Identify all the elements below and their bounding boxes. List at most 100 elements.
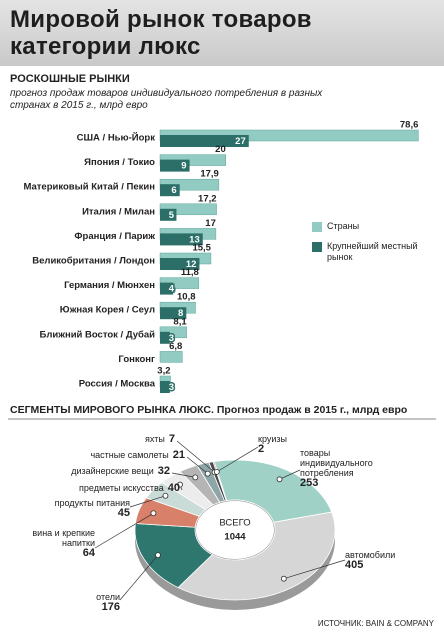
category-label: Италия / Милан	[82, 206, 155, 217]
title-line: Мировой рынок товаров	[10, 6, 312, 33]
bar	[159, 351, 183, 363]
category-label: Гонконг	[118, 354, 155, 365]
slice-label: товары индивидуального потребления 253	[300, 448, 400, 489]
value-label: 15,5	[192, 243, 211, 254]
slice-name: товары индивидуального потребления	[300, 448, 373, 478]
bar	[160, 381, 170, 393]
slice-name: автомобили	[345, 550, 396, 560]
callout-line	[279, 469, 301, 480]
value-label: 78,6	[400, 120, 419, 131]
value-label: 5	[169, 210, 175, 221]
slice-name: яхты	[145, 434, 165, 444]
value-label: 13	[189, 234, 200, 245]
pie-hole	[196, 501, 274, 559]
category-label: Материковый Китай / Пекин	[23, 182, 155, 193]
value-label: 3	[169, 333, 174, 344]
value-label: 6,8	[169, 341, 182, 352]
bar	[160, 258, 200, 270]
callout-line	[94, 512, 154, 549]
callout-dot	[213, 468, 220, 475]
slice-label: дизайнерские вещи 32	[20, 465, 170, 477]
slice-value: 21	[172, 449, 185, 461]
bar	[160, 135, 249, 147]
callout-line	[176, 440, 215, 473]
value-label: 17,9	[200, 169, 219, 180]
category-label: США / Нью-Йорк	[77, 132, 156, 144]
category-label: Япония / Токио	[84, 157, 155, 168]
slice-label: яхты 7	[60, 433, 175, 445]
slice-name: дизайнерские вещи	[71, 466, 154, 476]
slice-label: круизы 2	[258, 434, 318, 455]
slice-label: отели 176	[60, 592, 120, 613]
source: ИСТОЧНИК: BAIN & COMPANY	[317, 619, 434, 628]
bar	[160, 184, 180, 197]
legend-swatch	[312, 242, 322, 252]
slice-label: вина и крепкие напитки 64	[10, 528, 95, 559]
callout-line	[283, 559, 346, 580]
legend-label: Крупнейший местный рынок	[327, 241, 418, 262]
value-label: 11,8	[181, 267, 199, 278]
category-label: Германия / Мюнхен	[64, 280, 155, 291]
bar	[160, 233, 203, 246]
category-label: Великобритания / Лондон	[32, 256, 155, 267]
pie-title: СЕГМЕНТЫ МИРОВОГО РЫНКА ЛЮКС. Прогноз пр…	[10, 404, 408, 416]
value-label: 8,1	[173, 316, 187, 327]
pie-slice	[213, 459, 333, 523]
slice-value: 405	[345, 559, 364, 571]
category-label: Франция / Париж	[74, 231, 155, 242]
callout-dot	[177, 481, 183, 488]
bar-subtitle: прогноз продаж товаров индивидуального п…	[10, 88, 323, 111]
slice-value: 32	[157, 465, 170, 477]
slice-name: круизы	[258, 434, 287, 444]
callout-dot	[162, 492, 169, 499]
slice-name: продукты питания	[54, 498, 130, 508]
callout-line	[186, 456, 208, 474]
value-label: 27	[235, 136, 246, 147]
callout-dot	[204, 470, 211, 477]
slice-value: 7	[168, 433, 175, 445]
slice-name: частные самолеты	[90, 450, 169, 460]
callout-line	[216, 446, 259, 473]
callout-dot	[276, 476, 283, 483]
value-label: 20	[215, 144, 226, 155]
value-label: 17,2	[198, 193, 217, 204]
category-label: Россия / Москва	[79, 379, 156, 390]
bar	[160, 307, 187, 320]
value-label: 9	[181, 161, 186, 172]
value-label: 4	[169, 284, 175, 295]
legend-label: Страны	[327, 221, 360, 231]
callout-dot	[150, 510, 157, 517]
bar	[160, 208, 177, 221]
value-label: 12	[186, 259, 197, 270]
bar	[160, 282, 174, 295]
slice-label: автомобили 405	[345, 550, 435, 571]
callout-dot	[155, 552, 161, 559]
value-label: 17	[205, 218, 216, 229]
title-line: категории люкс	[10, 33, 201, 60]
slice-value: 176	[101, 601, 120, 613]
value-label: 3	[169, 382, 174, 393]
value-label: 10,8	[177, 292, 196, 303]
bar-title: РОСКОШНЫЕ РЫНКИ	[10, 73, 130, 85]
slice-label: продукты питания 45	[20, 498, 130, 519]
bar	[160, 159, 190, 172]
callout-line	[171, 472, 196, 478]
center-total: 1044	[224, 532, 246, 543]
value-label: 3,2	[157, 366, 170, 377]
slice-value: 2	[258, 443, 265, 455]
callout-line	[129, 495, 166, 508]
slice-name: вина и крепкие напитки	[32, 528, 95, 548]
callout-line	[119, 554, 159, 601]
pie-slice	[177, 511, 336, 601]
slice-label: частные самолеты 21	[20, 449, 185, 461]
slice-value: 45	[117, 507, 130, 519]
header	[0, 0, 444, 66]
category-label: Ближний Восток / Дубай	[40, 329, 156, 340]
callout-dot	[192, 474, 199, 481]
category-label: Южная Корея / Сеул	[60, 305, 155, 316]
slice-value: 253	[300, 477, 319, 489]
slice-value: 40	[167, 482, 180, 494]
slice-label: предметы искусства 40	[30, 482, 180, 494]
